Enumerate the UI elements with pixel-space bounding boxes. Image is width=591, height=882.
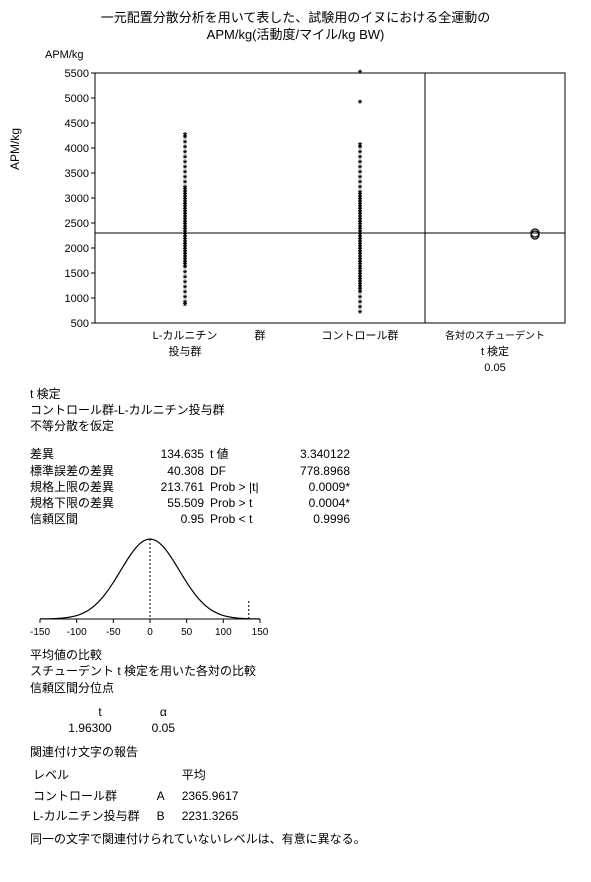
- stats-row: 規格上限の差異213.761Prob > |t|0.0009*: [30, 479, 591, 495]
- stat-v1: 0.95: [140, 511, 210, 527]
- svg-text:1000: 1000: [65, 293, 89, 305]
- stat-mid: Prob < t: [210, 511, 280, 527]
- t-distribution-plot: -150 -100 -50 0 50 100 150: [30, 531, 270, 641]
- svg-text:150: 150: [252, 627, 269, 638]
- svg-text:0.05: 0.05: [484, 362, 505, 374]
- stat-mid: DF: [210, 463, 280, 479]
- svg-text:投与群: 投与群: [169, 344, 202, 358]
- assoc-letter: A: [156, 787, 179, 805]
- alpha-label: α: [133, 704, 193, 720]
- stat-v2: 0.0004*: [280, 495, 350, 511]
- title-line1: 一元配置分散分析を用いて表した、試験用のイヌにおける全運動の: [101, 10, 491, 25]
- stats-row: 規格下限の差異55.509Prob > t0.0004*: [30, 495, 591, 511]
- svg-text:3500: 3500: [65, 168, 89, 180]
- svg-text:2000: 2000: [65, 243, 89, 255]
- svg-text:100: 100: [215, 627, 232, 638]
- assoc-letter: B: [156, 807, 179, 825]
- svg-text:各対のスチューデント: 各対のスチューデント: [445, 329, 545, 342]
- ttest-line1: t 検定: [30, 386, 591, 402]
- scatter-chart: APM/kg 500 1000 1500 2000 2500 3000 3500 4000 45…: [45, 49, 591, 378]
- stats-table: 差異134.635t 値3.340122標準誤差の差異40.308DF778.8…: [30, 446, 591, 527]
- svg-text:*: *: [358, 68, 363, 80]
- stats-row: 差異134.635t 値3.340122: [30, 446, 591, 462]
- mean-compare-h2: スチューデント t 検定を用いた各対の比較: [30, 663, 591, 679]
- svg-text:群: 群: [255, 328, 266, 342]
- stat-v1: 55.509: [140, 495, 210, 511]
- svg-text:50: 50: [181, 627, 193, 638]
- svg-text:4000: 4000: [65, 143, 89, 155]
- stat-label: 標準誤差の差異: [30, 463, 140, 479]
- stat-label: 差異: [30, 446, 140, 462]
- stat-label: 規格上限の差異: [30, 479, 140, 495]
- y-axis-label-rotated: APM/kg: [8, 128, 22, 170]
- svg-text:4500: 4500: [65, 118, 89, 130]
- ttest-line2: コントロール群-L-カルニチン投与群: [30, 402, 591, 418]
- assoc-row: コントロール群A2365.9617: [32, 787, 252, 805]
- svg-text:500: 500: [71, 318, 89, 330]
- svg-text:L-カルニチン: L-カルニチン: [153, 329, 218, 342]
- assoc-row: L-カルニチン投与群B2231.3265: [32, 807, 252, 825]
- stat-v1: 134.635: [140, 446, 210, 462]
- svg-text:3000: 3000: [65, 193, 89, 205]
- stats-row: 標準誤差の差異40.308DF778.8968: [30, 463, 591, 479]
- stat-v2: 3.340122: [280, 446, 350, 462]
- t-value: 1.96300: [50, 720, 130, 736]
- stat-label: 信頼区間: [30, 511, 140, 527]
- svg-text:5000: 5000: [65, 93, 89, 105]
- svg-text:2500: 2500: [65, 218, 89, 230]
- assoc-level: L-カルニチン投与群: [32, 807, 154, 825]
- svg-text:-100: -100: [67, 627, 87, 638]
- stat-label: 規格下限の差異: [30, 495, 140, 511]
- stat-mid: t 値: [210, 446, 280, 462]
- stat-mid: Prob > t: [210, 495, 280, 511]
- association-report: 関連付け文字の報告 レベル 平均 コントロール群A2365.9617 L-カルニチ…: [30, 744, 591, 847]
- alpha-value: 0.05: [133, 720, 193, 736]
- assoc-level: コントロール群: [32, 787, 154, 805]
- svg-text:5500: 5500: [65, 68, 89, 80]
- stat-v1: 40.308: [140, 463, 210, 479]
- stat-v2: 778.8968: [280, 463, 350, 479]
- ttest-header: t 検定 コントロール群-L-カルニチン投与群 不等分散を仮定: [30, 386, 591, 435]
- assoc-col-mean: 平均: [181, 766, 253, 784]
- stat-v2: 0.0009*: [280, 479, 350, 495]
- stat-v2: 0.9996: [280, 511, 350, 527]
- mean-compare-h1: 平均値の比較: [30, 647, 591, 663]
- scatter-plot-svg: 500 1000 1500 2000 2500 3000 3500 4000 4500 5000 5…: [45, 63, 575, 378]
- svg-text:-50: -50: [106, 627, 121, 638]
- assoc-mean: 2365.9617: [181, 787, 253, 805]
- svg-text:コントロール群: コントロール群: [322, 328, 399, 342]
- stat-v1: 213.761: [140, 479, 210, 495]
- y-axis-label-top: APM/kg: [45, 49, 591, 61]
- svg-text:0: 0: [147, 627, 153, 638]
- assoc-mean: 2231.3265: [181, 807, 253, 825]
- svg-text:1500: 1500: [65, 268, 89, 280]
- t-label: t: [70, 704, 130, 720]
- svg-text:*: *: [358, 140, 363, 152]
- stats-row: 信頼区間0.95Prob < t0.9996: [30, 511, 591, 527]
- svg-text:*: *: [183, 130, 188, 142]
- title-line2: APM/kg(活動度/マイル/kg BW): [207, 27, 385, 42]
- assoc-footer: 同一の文字で関連付けられていないレベルは、有意に異なる。: [30, 831, 591, 847]
- stat-mid: Prob > |t|: [210, 479, 280, 495]
- ttest-line3: 不等分散を仮定: [30, 418, 591, 434]
- chart-title: 一元配置分散分析を用いて表した、試験用のイヌにおける全運動の APM/kg(活動…: [0, 0, 591, 44]
- svg-text:*: *: [358, 98, 363, 110]
- assoc-col-level: レベル: [32, 766, 154, 784]
- assoc-header: 関連付け文字の報告: [30, 744, 591, 760]
- svg-text:-150: -150: [30, 627, 50, 638]
- mean-compare-h3: 信頼区間分位点: [30, 680, 591, 696]
- mean-comparison: 平均値の比較 スチューデント t 検定を用いた各対の比較 信頼区間分位点 t α…: [30, 647, 591, 736]
- svg-text:t 検定: t 検定: [481, 344, 509, 358]
